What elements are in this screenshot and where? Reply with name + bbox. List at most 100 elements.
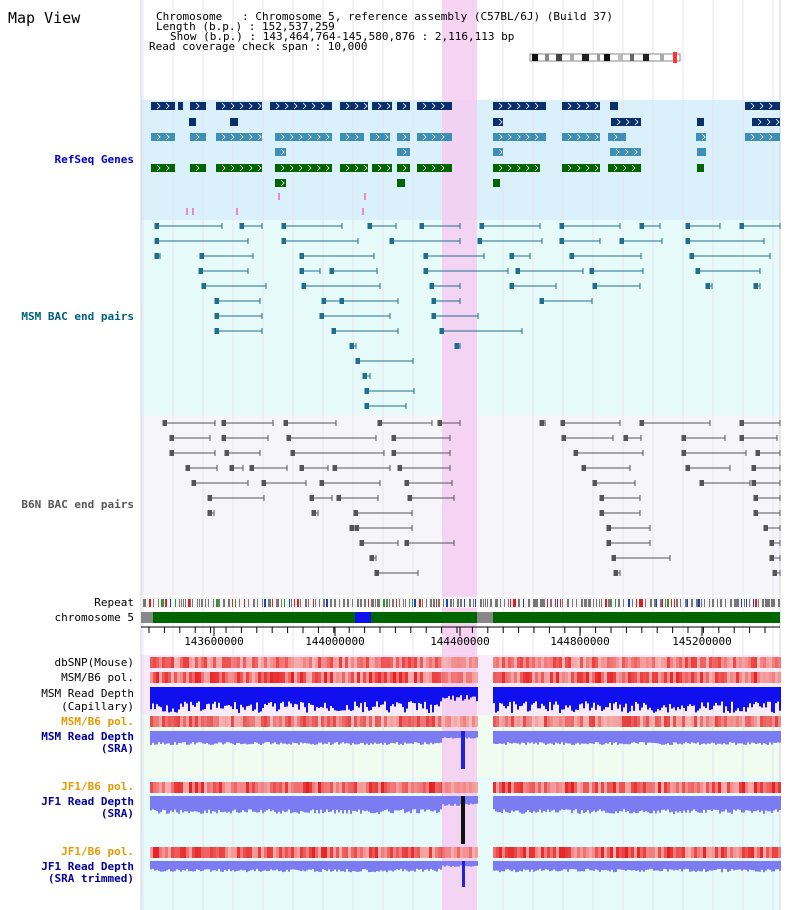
bac-end-marker[interactable]	[262, 480, 266, 486]
bac-end-marker[interactable]	[686, 223, 690, 229]
bac-end-marker[interactable]	[392, 435, 396, 441]
bac-end-marker[interactable]	[355, 525, 359, 531]
bac-end-marker[interactable]	[192, 480, 196, 486]
gene-feature-dark[interactable]	[178, 102, 183, 110]
bac-end-marker[interactable]	[300, 253, 304, 259]
msm-depth-capillary-label[interactable]: MSM Read Depth	[41, 687, 134, 700]
gene-feature-dark[interactable]	[340, 102, 368, 110]
bac-end-marker[interactable]	[624, 435, 628, 441]
bac-end-marker[interactable]	[320, 313, 324, 319]
gene-feature-green[interactable]	[493, 179, 500, 187]
gene-feature-green[interactable]	[397, 164, 410, 172]
refseq-track-label[interactable]: RefSeq Genes	[54, 153, 134, 166]
bac-end-marker[interactable]	[420, 223, 424, 229]
bac-end-marker[interactable]	[284, 420, 288, 426]
gene-feature-dark[interactable]	[397, 102, 410, 110]
bac-end-marker[interactable]	[740, 420, 744, 426]
bac-end-marker[interactable]	[332, 328, 336, 334]
bac-end-marker[interactable]	[754, 510, 758, 516]
bac-end-marker[interactable]	[215, 298, 219, 304]
gene-feature-mid[interactable]	[275, 133, 332, 141]
bac-end-marker[interactable]	[155, 253, 159, 259]
bac-end-marker[interactable]	[510, 253, 514, 259]
bac-end-marker[interactable]	[230, 465, 234, 471]
bac-end-marker[interactable]	[365, 388, 369, 394]
gene-feature-dark[interactable]	[562, 102, 600, 110]
bac-end-marker[interactable]	[752, 465, 756, 471]
bac-end-marker[interactable]	[340, 298, 344, 304]
gene-feature-mid[interactable]	[151, 133, 175, 141]
gene-feature-mid[interactable]	[275, 148, 286, 156]
bac-end-marker[interactable]	[455, 343, 459, 349]
gene-feature-mid[interactable]	[562, 133, 600, 141]
bac-end-marker[interactable]	[320, 480, 324, 486]
bac-end-marker[interactable]	[240, 223, 244, 229]
bac-end-marker[interactable]	[354, 510, 358, 516]
bac-end-marker[interactable]	[582, 465, 586, 471]
gene-feature-green[interactable]	[372, 164, 392, 172]
gene-feature-mid[interactable]	[370, 133, 390, 141]
bac-end-marker[interactable]	[300, 268, 304, 274]
gene-feature-mid[interactable]	[610, 148, 641, 156]
bac-end-marker[interactable]	[706, 283, 710, 289]
bac-end-marker[interactable]	[202, 283, 206, 289]
bac-end-marker[interactable]	[690, 253, 694, 259]
gene-feature-dark[interactable]	[697, 118, 704, 126]
gene-feature-dark[interactable]	[752, 118, 780, 126]
jf1-pol-label[interactable]: JF1/B6 pol.	[61, 780, 134, 793]
bac-end-marker[interactable]	[560, 223, 564, 229]
gene-feature-green[interactable]	[340, 164, 368, 172]
bac-end-marker[interactable]	[215, 328, 219, 334]
gene-feature-green[interactable]	[608, 164, 641, 172]
bac-end-marker[interactable]	[752, 480, 756, 486]
bac-end-marker[interactable]	[686, 238, 690, 244]
gene-feature-dark[interactable]	[190, 102, 206, 110]
msm-depth-sra-label[interactable]: MSM Read Depth	[41, 730, 134, 743]
bac-end-marker[interactable]	[614, 570, 618, 576]
bac-end-marker[interactable]	[282, 238, 286, 244]
bac-end-marker[interactable]	[432, 298, 436, 304]
gene-feature-green[interactable]	[697, 164, 704, 172]
bac-end-marker[interactable]	[208, 495, 212, 501]
bac-end-marker[interactable]	[438, 420, 442, 426]
bac-end-marker[interactable]	[600, 495, 604, 501]
bac-end-marker[interactable]	[215, 313, 219, 319]
bac-end-marker[interactable]	[312, 510, 316, 516]
bac-end-marker[interactable]	[682, 435, 686, 441]
bac-end-marker[interactable]	[700, 480, 704, 486]
bac-end-marker[interactable]	[607, 540, 611, 546]
bac-end-marker[interactable]	[302, 283, 306, 289]
gene-feature-green[interactable]	[562, 164, 600, 172]
bac-end-marker[interactable]	[378, 420, 382, 426]
gene-feature-mid[interactable]	[216, 133, 262, 141]
bac-end-marker[interactable]	[562, 435, 566, 441]
bac-end-marker[interactable]	[593, 480, 597, 486]
gene-feature-mid[interactable]	[697, 148, 706, 156]
gene-feature-mid[interactable]	[696, 133, 706, 141]
gene-feature-mid[interactable]	[397, 148, 410, 156]
bac-end-marker[interactable]	[250, 465, 254, 471]
bac-end-marker[interactable]	[430, 283, 434, 289]
bac-end-marker[interactable]	[222, 435, 226, 441]
bac-end-marker[interactable]	[310, 495, 314, 501]
bac-end-marker[interactable]	[300, 465, 304, 471]
bac-end-marker[interactable]	[773, 570, 777, 576]
bac-end-marker[interactable]	[510, 283, 514, 289]
gene-feature-dark[interactable]	[270, 102, 332, 110]
bac-end-marker[interactable]	[155, 223, 159, 229]
bac-end-marker[interactable]	[225, 450, 229, 456]
bac-end-marker[interactable]	[770, 540, 774, 546]
bac-end-marker[interactable]	[398, 465, 402, 471]
gene-feature-dark[interactable]	[611, 118, 641, 126]
gene-feature-dark[interactable]	[610, 102, 618, 110]
repeat-track-label[interactable]: Repeat	[94, 596, 134, 609]
bac-end-marker[interactable]	[570, 253, 574, 259]
bac-end-marker[interactable]	[756, 450, 760, 456]
bac-end-marker[interactable]	[612, 555, 616, 561]
jf1-depth-label[interactable]: JF1 Read Depth	[41, 795, 134, 808]
bac-end-marker[interactable]	[333, 465, 337, 471]
bac-end-marker[interactable]	[424, 253, 428, 259]
bac-end-marker[interactable]	[291, 450, 295, 456]
gene-feature-green[interactable]	[216, 164, 262, 172]
